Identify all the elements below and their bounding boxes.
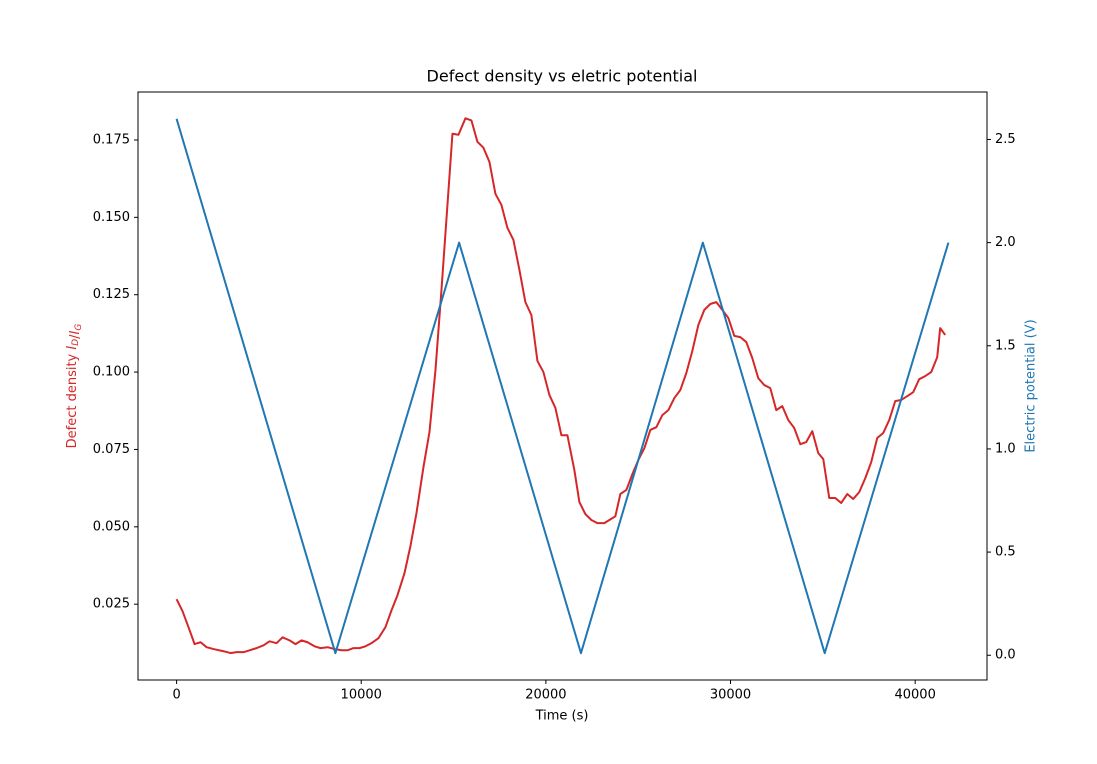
y2-tick-label: 0.5 — [995, 545, 1016, 560]
y-tick-label: 0.125 — [93, 287, 130, 302]
y-axis-label: Defect density ID/IG — [65, 324, 84, 449]
chart-title: Defect density vs eletric potential — [427, 67, 698, 86]
y2-tick-label: 0.0 — [995, 648, 1016, 663]
y-tick-label: 0.150 — [93, 210, 130, 225]
plot-frame — [137, 91, 988, 681]
x-tick-label: 40000 — [894, 688, 935, 703]
series-line — [175, 117, 947, 655]
x-tick-label: 20000 — [525, 688, 566, 703]
y2-axis-label: Electric potential (V) — [1024, 319, 1039, 452]
x-axis-label: Time (s) — [535, 709, 589, 724]
x-tick-label: 30000 — [710, 688, 751, 703]
series-line — [175, 118, 950, 655]
y2-tick-label: 1.0 — [995, 441, 1016, 456]
x-tick-label: 0 — [172, 688, 180, 703]
y2-tick-label: 2.0 — [995, 235, 1016, 250]
y-tick-label: 0.100 — [93, 365, 130, 380]
y-tick-label: 0.050 — [93, 519, 130, 534]
y-tick-label: 0.175 — [93, 132, 130, 147]
y2-tick-label: 2.5 — [995, 132, 1016, 147]
y-tick-label: 0.025 — [93, 597, 130, 612]
x-tick-label: 10000 — [341, 688, 382, 703]
y2-tick-label: 1.5 — [995, 338, 1016, 353]
y-tick-label: 0.075 — [93, 442, 130, 457]
